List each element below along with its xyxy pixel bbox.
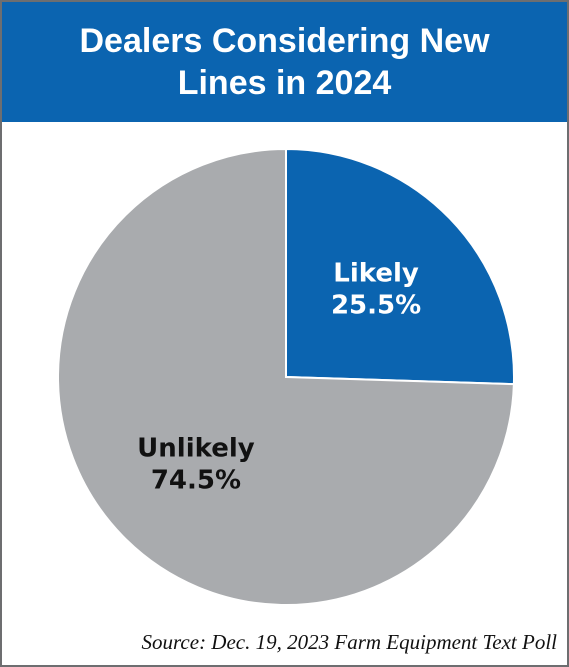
value-label: 25.5% xyxy=(331,291,421,321)
slice-label: Likely xyxy=(333,259,419,289)
value-label: 74.5% xyxy=(151,465,241,495)
pie-slice xyxy=(57,147,515,606)
source-note: Source: Dec. 19, 2023 Farm Equipment Tex… xyxy=(141,630,557,654)
chart-title: Dealers Considering New Lines in 2024 xyxy=(79,22,490,102)
pie-slice xyxy=(285,147,515,386)
header: Dealers Considering New Lines in 2024 xyxy=(2,2,567,122)
slice-label: Unlikely xyxy=(137,433,255,463)
